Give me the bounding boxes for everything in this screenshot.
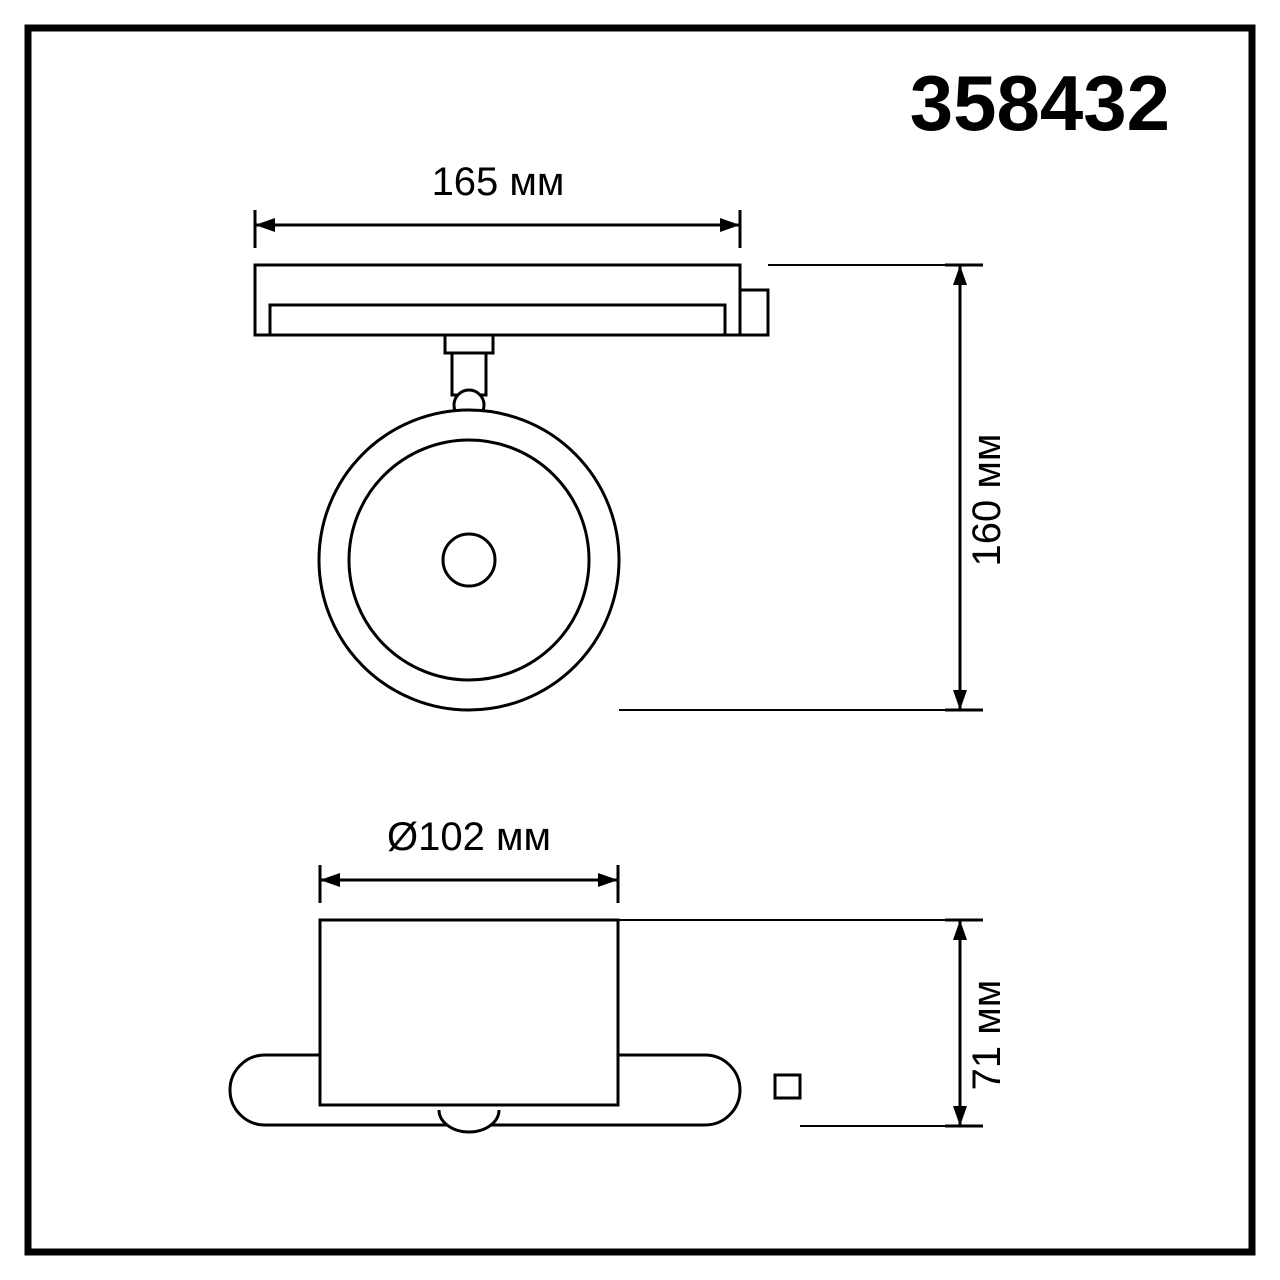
top-plate-tab: [740, 290, 768, 335]
bot-track-tab: [775, 1075, 800, 1098]
top-width-dim-label: 165 мм: [432, 160, 565, 204]
bot-depth-dim-label: 71 мм: [965, 980, 1009, 1091]
top-neck-top: [445, 335, 493, 353]
product-number: 358432: [910, 59, 1170, 147]
top-plate-inner: [270, 305, 725, 335]
bot-diam-dim-label: Ø102 мм: [387, 815, 551, 859]
top-head-outer: [319, 410, 619, 710]
top-height-dim-label: 160 мм: [965, 434, 1009, 567]
bot-body: [320, 920, 618, 1105]
